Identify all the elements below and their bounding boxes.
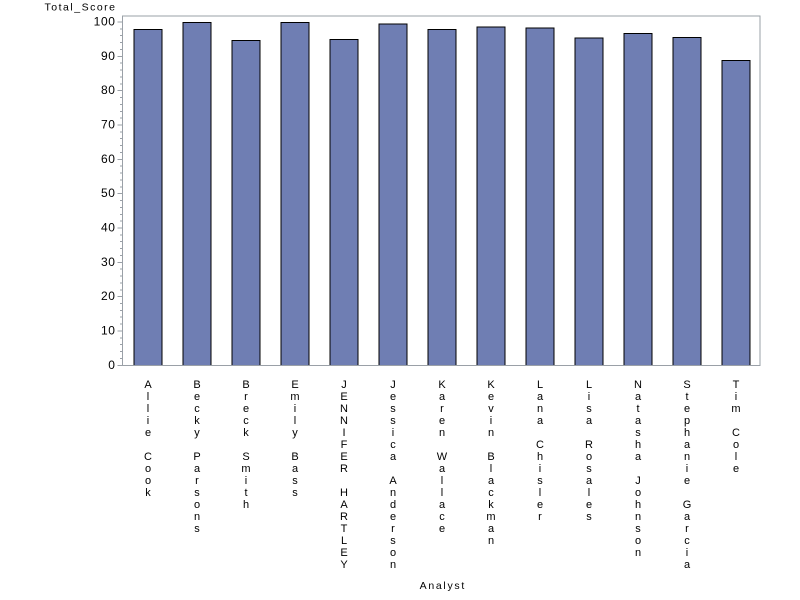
svg-text:100: 100: [94, 15, 116, 29]
svg-text:Total_Score: Total_Score: [45, 2, 117, 14]
svg-text:0: 0: [108, 358, 115, 372]
svg-text:10: 10: [101, 324, 116, 338]
svg-text:40: 40: [101, 221, 116, 235]
svg-text:70: 70: [101, 118, 116, 132]
svg-text:80: 80: [101, 83, 116, 97]
svg-text:50: 50: [101, 186, 116, 200]
svg-text:Analyst: Analyst: [420, 580, 466, 592]
svg-text:90: 90: [101, 49, 116, 63]
svg-text:20: 20: [101, 289, 116, 303]
svg-text:60: 60: [101, 152, 116, 166]
svg-text:30: 30: [101, 255, 116, 269]
